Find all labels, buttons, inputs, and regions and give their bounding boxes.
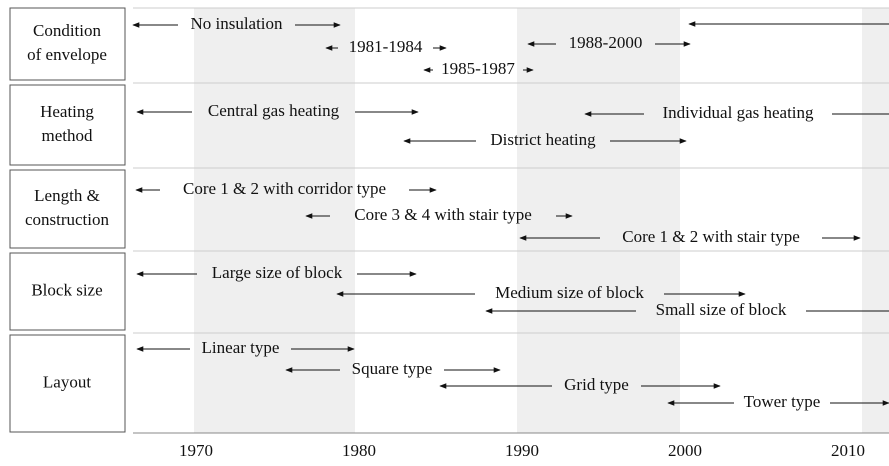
- item-label: District heating: [490, 130, 596, 149]
- item-label: Tower type: [744, 392, 821, 411]
- x-tick-label: 1990: [505, 441, 539, 460]
- item-label: Core 3 & 4 with stair type: [354, 205, 532, 224]
- item-label: Square type: [352, 359, 433, 378]
- item-label: Linear type: [202, 338, 280, 357]
- item-label: Large size of block: [212, 263, 343, 282]
- item-label: Central gas heating: [208, 101, 340, 120]
- row-label: Length &: [34, 186, 100, 205]
- item-label: 1985-1987: [441, 59, 515, 78]
- row-label-box: [9, 169, 126, 249]
- row-label: Condition: [33, 21, 102, 40]
- x-tick-label: 2010: [831, 441, 865, 460]
- item-label: Grid type: [564, 375, 629, 394]
- row-separators: [133, 7, 889, 334]
- row-label: Block size: [31, 280, 102, 299]
- band: [517, 8, 680, 433]
- band: [194, 8, 355, 433]
- row-label-box: [9, 7, 126, 81]
- row-label: method: [42, 126, 93, 145]
- row-label-box: [9, 334, 126, 433]
- row-label: of envelope: [27, 45, 107, 64]
- item-label: 1981-1984: [349, 37, 423, 56]
- item-label: Individual gas heating: [662, 103, 814, 122]
- item-label: Medium size of block: [495, 283, 644, 302]
- band: [862, 8, 889, 433]
- item-label: Core 1 & 2 with corridor type: [183, 179, 386, 198]
- item-label: Core 1 & 2 with stair type: [622, 227, 800, 246]
- item-label: No insulation: [190, 14, 283, 33]
- item-label: Small size of block: [656, 300, 787, 319]
- row-label-box: [9, 252, 126, 331]
- row-label: Layout: [43, 372, 91, 391]
- row-label: Heating: [40, 102, 94, 121]
- row-label-box: [9, 84, 126, 166]
- x-tick-label: 1970: [179, 441, 213, 460]
- x-tick-label: 1980: [342, 441, 376, 460]
- item-label: 1988-2000: [569, 33, 643, 52]
- row-label: construction: [25, 210, 110, 229]
- x-tick-label: 2000: [668, 441, 702, 460]
